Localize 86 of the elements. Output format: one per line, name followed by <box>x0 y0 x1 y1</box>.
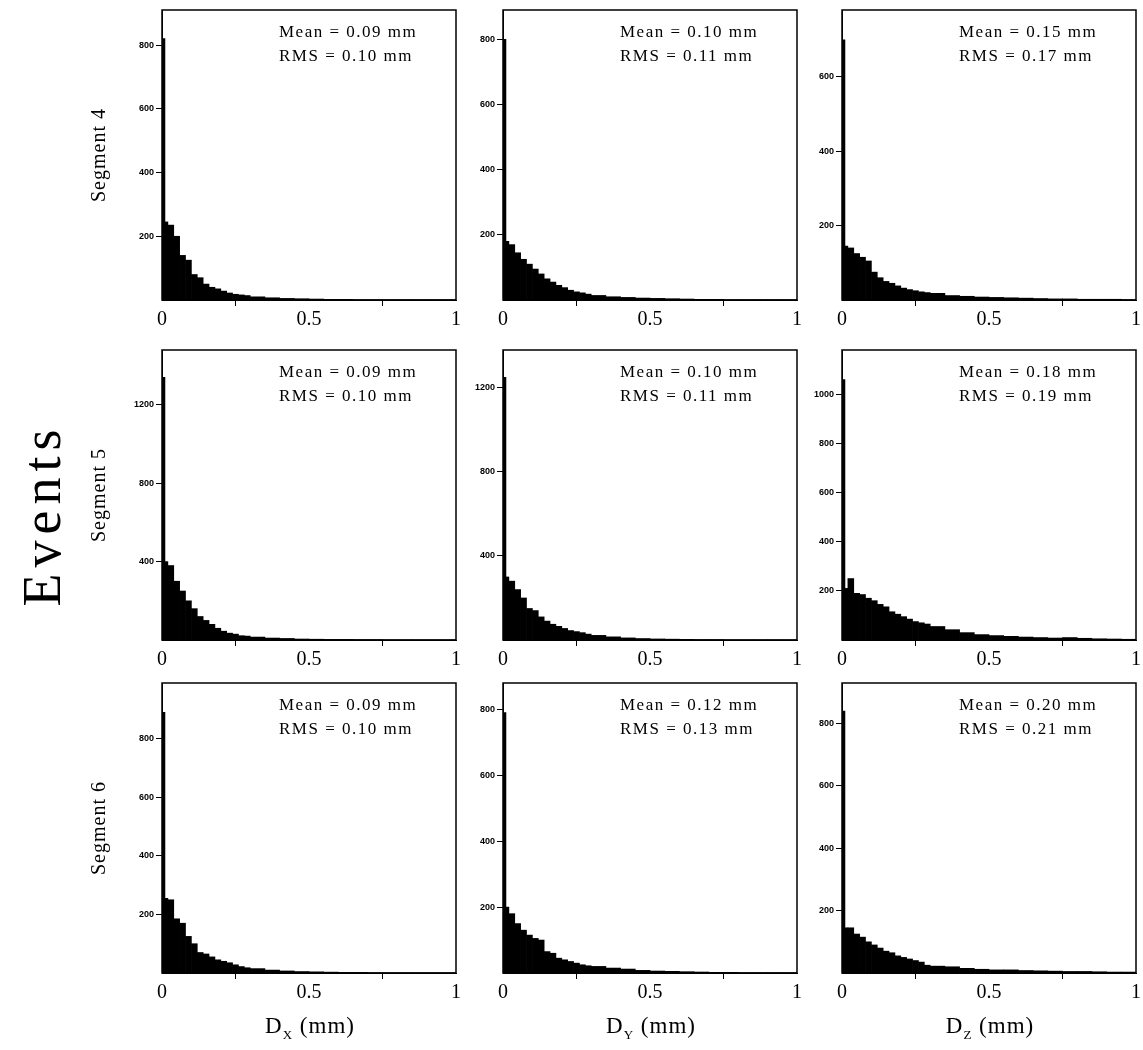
y-tick-label: 400 <box>818 145 834 156</box>
y-tick-label: 800 <box>479 466 495 477</box>
x-tick-label: 0.5 <box>976 980 1002 1003</box>
annotation: RMS = 0.10 mm <box>279 385 414 407</box>
x-axis-title: D$_{Y}$ (mm) <box>606 1013 696 1043</box>
x-tick-label: 0.5 <box>296 307 322 330</box>
x-axis-title: D$_{Z}$ (mm) <box>945 1013 1035 1043</box>
y-tick-label: 600 <box>479 769 495 780</box>
annotation: Mean = 0.10 mm <box>620 21 759 43</box>
y-tick-label: 800 <box>138 39 154 50</box>
y-tick-label: 600 <box>138 791 154 802</box>
y-tick-label: 1200 <box>474 382 495 393</box>
x-tick-label: 0.5 <box>976 307 1002 330</box>
annotation: Mean = 0.09 mm <box>279 21 418 43</box>
annotation: Mean = 0.10 mm <box>620 361 759 383</box>
annotation: RMS = 0.17 mm <box>959 45 1094 67</box>
y-tick-label: 600 <box>479 98 495 109</box>
y-tick-label: 800 <box>138 733 154 744</box>
text: Events <box>11 423 73 607</box>
x-tick-label: 1 <box>451 647 461 670</box>
y-axis-title: Segment 4 <box>86 108 110 202</box>
y-tick-label: 200 <box>138 908 154 919</box>
y-tick-label: 1200 <box>133 399 154 410</box>
y-tick-label: 400 <box>479 164 495 175</box>
x-tick-label: 0.5 <box>637 307 663 330</box>
annotation: RMS = 0.13 mm <box>620 718 755 740</box>
y-tick-label: 200 <box>818 905 834 916</box>
y-tick-label: 200 <box>479 229 495 240</box>
y-tick-label: 400 <box>479 550 495 561</box>
annotation: RMS = 0.10 mm <box>279 718 414 740</box>
x-tick-label: 1 <box>451 980 461 1003</box>
x-tick-label: 0.5 <box>637 647 663 670</box>
x-tick-label: 1 <box>792 307 802 330</box>
y-tick-label: 800 <box>479 703 495 714</box>
y-tick-label: 200 <box>479 901 495 912</box>
y-tick-label: 400 <box>818 842 834 853</box>
annotation: RMS = 0.19 mm <box>959 385 1094 407</box>
x-tick-label: 0 <box>498 647 508 670</box>
annotation: Mean = 0.20 mm <box>959 694 1098 716</box>
y-tick-label: 800 <box>138 477 154 488</box>
x-tick-label: 0 <box>498 980 508 1003</box>
y-tick-label: 600 <box>138 103 154 114</box>
x-tick-label: 0 <box>157 307 167 330</box>
annotation: RMS = 0.21 mm <box>959 718 1094 740</box>
y-tick-label: 1000 <box>813 388 834 399</box>
x-tick-label: 0 <box>498 307 508 330</box>
y-tick-label: 800 <box>818 718 834 729</box>
x-tick-label: 0 <box>157 980 167 1003</box>
y-axis-title: Segment 5 <box>86 448 110 542</box>
x-tick-label: 0.5 <box>296 647 322 670</box>
y-tick-label: 400 <box>138 556 154 567</box>
x-tick-label: 0.5 <box>296 980 322 1003</box>
annotation: Mean = 0.09 mm <box>279 694 418 716</box>
y-tick-label: 800 <box>818 437 834 448</box>
x-axis-title: D$_{X}$ (mm) <box>265 1013 355 1043</box>
y-tick-label: 400 <box>479 835 495 846</box>
y-tick-label: 200 <box>818 220 834 231</box>
y-tick-label: 400 <box>138 167 154 178</box>
x-tick-label: 1 <box>792 980 802 1003</box>
x-tick-label: 0.5 <box>637 980 663 1003</box>
y-tick-label: 400 <box>138 850 154 861</box>
x-tick-label: 1 <box>1131 647 1141 670</box>
x-tick-label: 0.5 <box>976 647 1002 670</box>
x-tick-label: 0 <box>837 980 847 1003</box>
x-tick-label: 1 <box>451 307 461 330</box>
annotation: Mean = 0.09 mm <box>279 361 418 383</box>
x-tick-label: 1 <box>792 647 802 670</box>
y-tick-label: 200 <box>138 230 154 241</box>
x-tick-label: 0 <box>837 307 847 330</box>
y-tick-label: 400 <box>818 536 834 547</box>
y-axis-title: Segment 6 <box>86 781 110 875</box>
y-tick-label: 600 <box>818 487 834 498</box>
annotation: Mean = 0.18 mm <box>959 361 1098 383</box>
annotation: RMS = 0.10 mm <box>279 45 414 67</box>
y-tick-label: 600 <box>818 780 834 791</box>
y-tick-label: 600 <box>818 71 834 82</box>
x-tick-label: 0 <box>157 647 167 670</box>
annotation: RMS = 0.11 mm <box>620 45 755 67</box>
x-tick-label: 0 <box>837 647 847 670</box>
annotation: Mean = 0.15 mm <box>959 21 1098 43</box>
x-tick-label: 1 <box>1131 980 1141 1003</box>
annotation: Mean = 0.12 mm <box>620 694 759 716</box>
x-tick-label: 1 <box>1131 307 1141 330</box>
annotation: RMS = 0.11 mm <box>620 385 755 407</box>
y-tick-label: 200 <box>818 585 834 596</box>
y-tick-label: 800 <box>479 33 495 44</box>
